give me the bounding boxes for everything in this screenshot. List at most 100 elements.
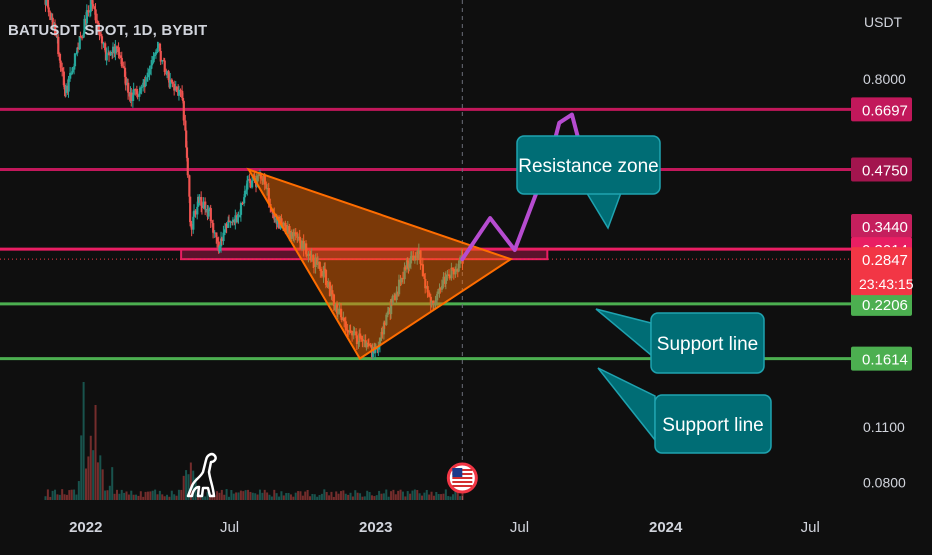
candle-body (186, 157, 189, 176)
candle-body (109, 52, 112, 56)
volume-bar (185, 470, 188, 500)
volume-bar (335, 491, 338, 500)
volume-bar (256, 494, 259, 500)
volume-bar (363, 496, 366, 500)
candle-body (63, 85, 66, 90)
candle-body (239, 203, 243, 215)
candle-body (257, 174, 260, 176)
candle-body (296, 234, 299, 238)
volume-bar (449, 496, 452, 500)
candle-body (263, 175, 266, 185)
candle-body (318, 261, 321, 269)
candle-body (286, 226, 289, 234)
volume-bar (49, 496, 52, 500)
volume-bar (163, 496, 166, 500)
volume-bar (201, 494, 204, 500)
volume-bar (270, 496, 273, 500)
triangle-pattern[interactable] (246, 167, 514, 361)
candle-body (122, 66, 125, 68)
candle-body (188, 175, 191, 197)
price-badge-text: 0.4750 (862, 162, 908, 179)
candle-body (45, 0, 48, 5)
candle-body (413, 256, 417, 261)
volume-bar (437, 493, 440, 500)
volume-bar (416, 490, 419, 500)
candle-body (150, 62, 154, 66)
candle-body (217, 241, 220, 252)
volume-bar (113, 493, 116, 500)
candle-body (171, 82, 174, 84)
candle-body (212, 223, 215, 233)
candle-body (378, 337, 382, 347)
candle-body (290, 232, 293, 239)
candle-body (310, 255, 313, 257)
candle-body (446, 274, 449, 276)
candle-body (352, 331, 355, 336)
volume-bar (216, 491, 219, 500)
callout-support-line-2[interactable] (654, 394, 772, 454)
volume-bar (309, 496, 312, 500)
candle-body (115, 46, 119, 49)
candle-body (414, 256, 417, 258)
candle-body (119, 56, 123, 59)
volume-bar (409, 493, 412, 500)
volume-bar (423, 492, 426, 500)
candle-body (200, 197, 203, 206)
candle-body (410, 255, 413, 257)
candle-body (204, 209, 208, 211)
candle-body (245, 189, 248, 191)
volume-bar (306, 489, 309, 500)
candle-body (322, 271, 325, 277)
volume-bar (56, 494, 59, 500)
callout-support-line-1[interactable] (650, 312, 765, 374)
candle-body (225, 224, 228, 228)
candle-body (200, 205, 204, 208)
volume-bar (313, 494, 316, 500)
candle-body (324, 269, 328, 285)
candle-body (248, 179, 251, 181)
volume-bar (54, 489, 57, 500)
candle-body (184, 120, 187, 131)
candle-body (81, 37, 84, 39)
volume-bar (356, 492, 359, 500)
candle-body (305, 243, 308, 255)
volume-bar (275, 493, 278, 500)
candle-body (383, 322, 386, 325)
candle-body (220, 238, 224, 242)
volume-bar (285, 493, 288, 500)
candle-body (144, 81, 147, 87)
volume-bar (156, 494, 159, 500)
candle-body (404, 267, 407, 270)
candle-body (448, 274, 451, 277)
volume-bar (92, 450, 95, 500)
candle-body (400, 277, 403, 283)
candle-body (406, 260, 409, 262)
volume-bar (301, 495, 304, 500)
candle-body (438, 288, 441, 292)
dinosaur-icon (186, 452, 217, 498)
candle-body (355, 331, 358, 336)
candle-body (157, 43, 160, 49)
volume-bar (263, 489, 266, 500)
volume-bar (96, 462, 99, 500)
candle-body (381, 331, 384, 335)
candle-body (246, 180, 249, 190)
volume-bar (111, 467, 114, 500)
candle-body (377, 346, 380, 350)
candle-body (215, 232, 218, 238)
volume-bar (297, 491, 300, 500)
candle-body (192, 216, 195, 230)
volume-bar (451, 494, 454, 500)
candle-body (213, 232, 216, 234)
candle-body (89, 0, 92, 12)
volume-bar (280, 491, 283, 500)
volume-bar (430, 491, 433, 500)
candle-body (323, 268, 326, 272)
candle-body (457, 263, 460, 272)
candle-body (336, 303, 339, 314)
candle-body (432, 303, 436, 305)
callout-resistance-zone[interactable] (516, 135, 661, 195)
candle-body (189, 196, 192, 223)
